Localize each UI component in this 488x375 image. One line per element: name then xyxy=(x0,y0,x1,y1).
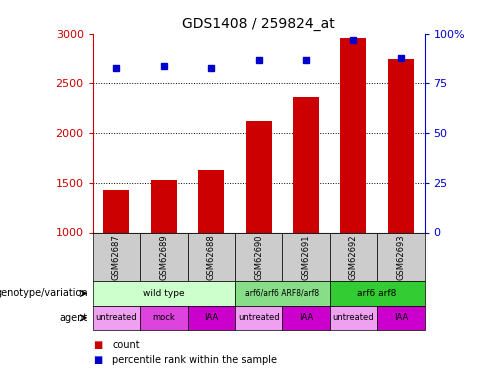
Text: GSM62690: GSM62690 xyxy=(254,234,263,280)
Text: GSM62687: GSM62687 xyxy=(112,234,121,280)
Text: IAA: IAA xyxy=(299,314,313,322)
Text: percentile rank within the sample: percentile rank within the sample xyxy=(112,355,277,365)
Text: ■: ■ xyxy=(93,355,102,365)
Bar xyxy=(245,121,272,232)
Text: IAA: IAA xyxy=(394,314,408,322)
Text: wild type: wild type xyxy=(143,289,184,298)
Bar xyxy=(293,98,319,232)
Text: GSM62688: GSM62688 xyxy=(207,234,216,280)
Bar xyxy=(341,38,366,232)
Bar xyxy=(198,170,224,232)
Text: GSM62692: GSM62692 xyxy=(349,234,358,280)
Text: arf6 arf8: arf6 arf8 xyxy=(358,289,397,298)
Text: untreated: untreated xyxy=(333,314,374,322)
Text: untreated: untreated xyxy=(96,314,137,322)
Title: GDS1408 / 259824_at: GDS1408 / 259824_at xyxy=(182,17,335,32)
Text: IAA: IAA xyxy=(204,314,218,322)
Text: GSM62691: GSM62691 xyxy=(302,234,310,280)
Text: agent: agent xyxy=(60,313,88,323)
Bar xyxy=(151,180,177,232)
Text: mock: mock xyxy=(152,314,175,322)
Text: untreated: untreated xyxy=(238,314,280,322)
Text: GSM62689: GSM62689 xyxy=(159,234,168,280)
Text: ■: ■ xyxy=(93,340,102,350)
Text: GSM62693: GSM62693 xyxy=(396,234,406,280)
Bar xyxy=(388,58,414,232)
Text: genotype/variation: genotype/variation xyxy=(0,288,88,298)
Bar xyxy=(103,190,129,232)
Text: count: count xyxy=(112,340,140,350)
Text: arf6/arf6 ARF8/arf8: arf6/arf6 ARF8/arf8 xyxy=(245,289,320,298)
